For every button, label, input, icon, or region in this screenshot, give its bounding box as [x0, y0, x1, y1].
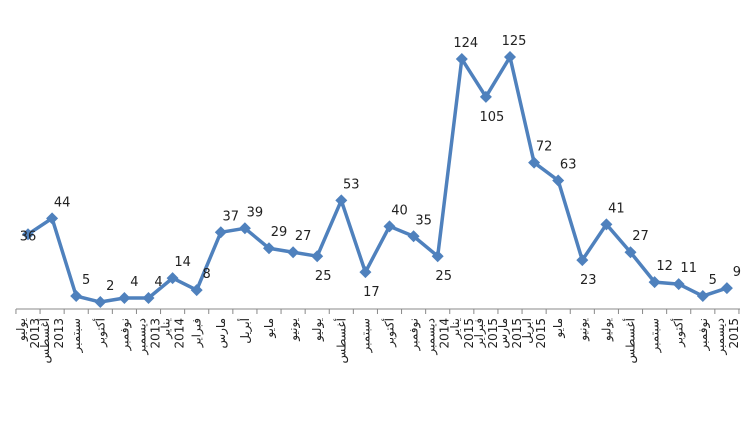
data-point-marker — [720, 282, 733, 295]
data-point-marker — [287, 246, 300, 259]
data-label: 41 — [608, 201, 625, 216]
data-label: 27 — [632, 229, 649, 244]
data-point-marker — [648, 276, 661, 289]
data-point-marker — [696, 290, 709, 303]
data-point-marker — [455, 52, 468, 65]
data-label: 124 — [453, 36, 478, 51]
data-point-marker — [600, 218, 613, 231]
data-point-marker — [335, 194, 348, 207]
data-point-marker — [190, 284, 203, 297]
data-label: 37 — [223, 209, 240, 224]
data-point-marker — [22, 228, 34, 241]
data-point-marker — [528, 156, 541, 169]
data-point-marker — [359, 266, 372, 279]
x-tick-label: يوليو — [310, 318, 325, 342]
data-label: 5 — [709, 273, 717, 288]
x-tick-label: أبريل — [237, 318, 253, 344]
x-tick-label: ديسمبر2014 — [424, 318, 452, 356]
data-label: 53 — [343, 177, 360, 192]
x-tick-label: نوفمبر — [117, 318, 132, 351]
x-tick-label: يونيو — [575, 318, 590, 342]
data-label: 29 — [271, 225, 288, 240]
data-point-marker — [576, 254, 589, 267]
x-tick-label: أكتوبر — [92, 318, 108, 348]
data-label: 2 — [106, 279, 114, 294]
data-point-marker — [479, 90, 492, 103]
data-label: 35 — [415, 213, 432, 228]
data-point-marker — [142, 292, 155, 305]
data-label: 36 — [20, 229, 37, 244]
data-point-marker — [46, 212, 59, 225]
x-tick-label: أكتوبر — [382, 318, 398, 348]
data-label: 63 — [560, 158, 577, 173]
data-point-marker — [238, 222, 251, 235]
x-tick-label: مايو — [551, 318, 566, 339]
data-point-marker — [504, 51, 516, 63]
x-tick-label: ديسمبر2013 — [135, 318, 163, 356]
x-tick-label: نوفمبر — [407, 318, 422, 351]
data-label: 12 — [656, 259, 673, 274]
x-tick-label: ابريل2015 — [520, 318, 548, 349]
data-label: 25 — [315, 269, 332, 284]
x-axis-ticks — [15, 309, 740, 314]
x-tick-label: مارس — [214, 318, 229, 349]
data-label: 4 — [154, 275, 162, 290]
data-label: 105 — [479, 110, 504, 125]
data-label: 11 — [680, 261, 697, 276]
data-label: 125 — [502, 34, 527, 49]
data-point-marker — [263, 242, 275, 255]
data-label: 27 — [295, 229, 312, 244]
data-point-marker — [214, 226, 227, 239]
data-point-marker — [552, 174, 565, 187]
series-line — [27, 55, 728, 304]
data-label: 72 — [536, 140, 553, 155]
data-point-marker — [624, 246, 637, 259]
x-tick-label: أغسطس — [333, 318, 349, 363]
data-point-marker — [383, 220, 396, 233]
x-tick-label: يوليو — [599, 318, 614, 342]
x-tick-label: نوفمبر — [696, 318, 711, 351]
data-point-marker — [311, 250, 324, 263]
x-tick-label: يناير2015 — [448, 318, 476, 349]
data-label: 39 — [247, 205, 264, 220]
data-label: 14 — [174, 255, 191, 270]
data-label: 8 — [203, 267, 211, 282]
data-label: 17 — [363, 285, 380, 300]
x-tick-label: أغسطس2013 — [37, 318, 66, 363]
data-label: 44 — [54, 195, 71, 210]
x-tick-label: فبراير2015 — [472, 318, 500, 349]
data-label: 25 — [435, 269, 452, 284]
x-tick-label: سبتمبر — [648, 318, 663, 353]
data-point-marker — [94, 296, 107, 309]
data-label: 4 — [130, 275, 138, 290]
x-tick-label: ديسمبر2015 — [713, 318, 741, 356]
data-point-marker — [431, 250, 444, 263]
data-point-marker — [672, 278, 685, 291]
x-tick-label: أغسطس — [623, 318, 639, 363]
x-tick-label: يناير2014 — [159, 318, 187, 349]
data-point-marker — [118, 292, 131, 305]
data-point-markers — [22, 51, 733, 309]
data-point-marker — [166, 272, 179, 285]
x-tick-label: يونيو — [286, 318, 301, 342]
x-tick-label: أكتوبر — [671, 318, 687, 348]
x-tick-label: فبراير — [190, 318, 205, 348]
x-tick-label: يوليو2013 — [14, 318, 42, 349]
x-tick-label: سبتمبر — [69, 318, 84, 353]
data-point-marker — [70, 290, 83, 303]
data-label: 40 — [391, 203, 408, 218]
x-tick-label: مارس2015 — [496, 318, 524, 349]
data-point-marker — [407, 230, 420, 243]
x-tick-label: سبتمبر — [358, 318, 373, 353]
data-label: 5 — [82, 273, 90, 288]
x-tick-label: مايو — [262, 318, 277, 339]
data-label: 23 — [580, 273, 597, 288]
data-label: 9 — [733, 265, 741, 280]
